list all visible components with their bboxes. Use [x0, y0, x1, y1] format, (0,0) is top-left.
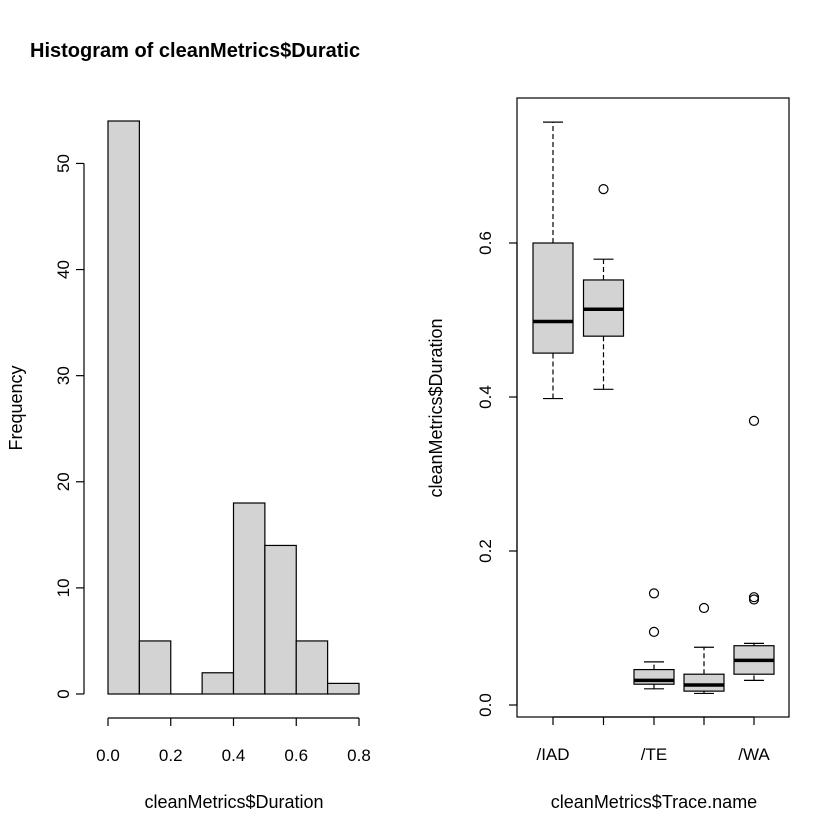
boxplot-outlier [748, 415, 760, 426]
boxplot-outlier [648, 626, 660, 637]
boxplot-box [683, 673, 725, 692]
histogram-x-axis-label: cleanMetrics$Duration [144, 792, 323, 812]
histogram-title: Histogram of cleanMetrics$Duratic [30, 40, 360, 62]
histogram-y-tick-label: 30 [54, 366, 73, 385]
boxplot-panel: cleanMetrics$Trace.name cleanMetrics$Dur… [426, 97, 790, 812]
histogram-x-axis: 0.0 0.2 0.4 0.6 0.8 [96, 717, 371, 765]
histogram-panel: Histogram of cleanMetrics$Duratic cleanM… [6, 40, 371, 812]
histogram-x-tick-label: 0.0 [96, 746, 120, 765]
boxplot-outlier [748, 592, 760, 603]
boxplot-x-axis: /IAD/TE/WA [536, 716, 770, 764]
histogram-x-tick-label: 0.2 [159, 746, 183, 765]
histogram-x-tick-label: 0.6 [284, 746, 308, 765]
histogram-bar [232, 502, 266, 695]
boxplot-boxes [532, 121, 775, 695]
boxplot-y-tick-label: 0.4 [476, 385, 495, 409]
boxplot-outlier [698, 602, 710, 614]
histogram-y-axis-label: Frequency [6, 365, 26, 450]
histogram-bar [327, 682, 360, 695]
boxplot-y-axis: 0.0 0.2 0.4 0.6 [476, 231, 518, 717]
histogram-bar [295, 640, 329, 695]
histogram-bars [107, 120, 360, 695]
histogram-bar [201, 672, 235, 695]
histogram-bar [107, 120, 140, 695]
histogram-y-axis: 0 10 20 30 40 50 [54, 154, 85, 699]
boxplot-x-tick-label: /IAD [536, 745, 569, 764]
histogram-y-tick-label: 0 [54, 689, 73, 698]
histogram-bar [138, 640, 172, 695]
boxplot-x-axis-label: cleanMetrics$Trace.name [551, 792, 757, 812]
boxplot-box [532, 242, 574, 354]
boxplot-outlier [598, 184, 609, 195]
histogram-x-tick-label: 0.8 [347, 746, 371, 765]
boxplot-y-tick-label: 0.0 [476, 693, 495, 717]
histogram-y-tick-label: 50 [54, 154, 73, 173]
boxplot-outlier [648, 588, 660, 599]
boxplot-y-axis-label: cleanMetrics$Duration [426, 318, 446, 497]
histogram-y-tick-label: 20 [54, 472, 73, 491]
histogram-y-tick-label: 10 [54, 578, 73, 597]
boxplot-x-tick-label: /TE [641, 745, 667, 764]
boxplot-y-tick-label: 0.6 [476, 231, 495, 255]
boxplot-x-tick-label: /WA [738, 745, 770, 764]
boxplot-frame [516, 97, 790, 718]
boxplot-y-tick-label: 0.2 [476, 539, 495, 563]
histogram-bar [264, 544, 297, 695]
histogram-y-tick-label: 40 [54, 260, 73, 279]
histogram-x-tick-label: 0.4 [222, 746, 246, 765]
